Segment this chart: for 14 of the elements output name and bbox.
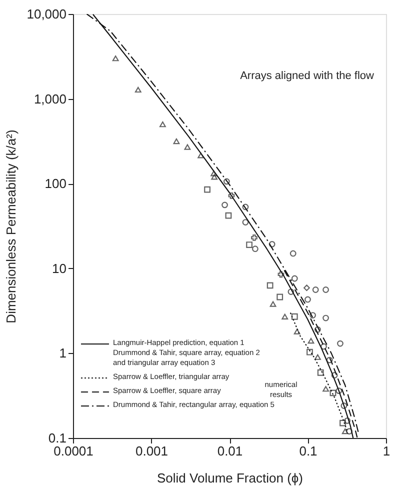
y-tick-label: 1,000 [34,91,66,106]
x-tick-label: 0.01 [217,444,243,458]
x-tick-label: 0.0001 [54,444,94,458]
annotation: Arrays aligned with the flow [240,70,374,82]
y-tick-label: 10 [52,260,66,276]
y-tick-label: 10,000 [26,6,66,22]
y-axis-title: Dimensionless Permeability (k/a²) [4,130,19,324]
x-tick-label: 1 [382,444,390,458]
y-tick-label: 0.1 [48,430,66,446]
x-tick-label: 0.1 [299,444,318,458]
y-tick-label: 1 [59,346,66,361]
x-tick-label: 0.001 [135,444,168,458]
y-tick-label: 100 [44,176,66,192]
x-axis-title: Solid Volume Fraction (ϕ) [156,470,304,486]
